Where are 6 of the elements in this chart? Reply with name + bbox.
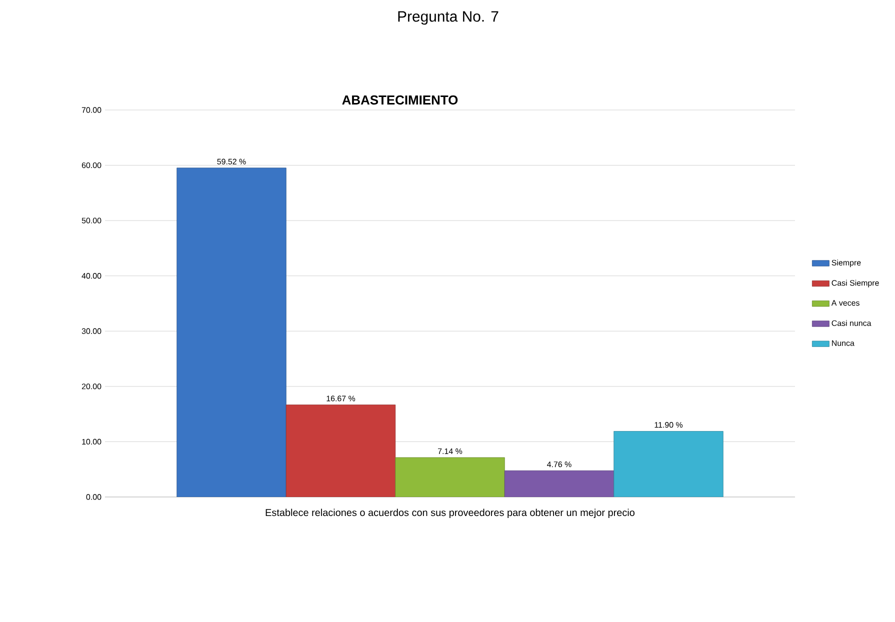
chart-title: Pregunta No. 7: [398, 11, 498, 25]
bar: [614, 430, 724, 497]
x-tick-label: Establece relaciones o acuerdos con sus proveedores para obtener un mejor precio: [266, 508, 634, 518]
bar: [176, 168, 286, 497]
chart-subtitle: ABASTECIMIENTO: [342, 95, 458, 105]
bar: [395, 457, 505, 497]
